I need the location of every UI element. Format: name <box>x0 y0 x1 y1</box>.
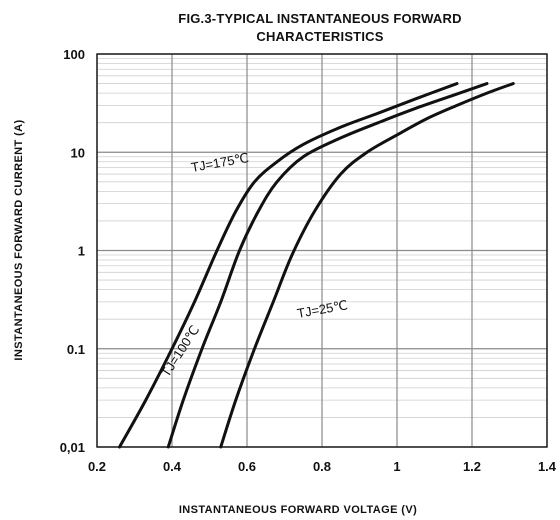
series-layer <box>118 82 515 449</box>
series-line-0 <box>118 82 459 449</box>
chart-subtitle: CHARACTERISTICS <box>256 29 383 44</box>
y-tick-label: 1 <box>78 244 85 259</box>
x-axis-label: INSTANTANEOUS FORWARD VOLTAGE (V) <box>179 504 417 516</box>
x-tick-label: 1.2 <box>463 459 481 474</box>
series-line-1 <box>166 82 489 449</box>
x-tick-label: 0.8 <box>313 459 331 474</box>
y-tick-label: 100 <box>63 47 85 62</box>
x-tick-label: 1 <box>393 459 400 474</box>
x-tick-label: 0.2 <box>88 459 106 474</box>
y-tick-label: 0,01 <box>60 440 85 455</box>
x-tick-label: 0.6 <box>238 459 256 474</box>
x-tick-label: 0.4 <box>163 459 182 474</box>
series-line-2 <box>219 82 515 449</box>
y-tick-label: 0.1 <box>67 342 85 357</box>
y-axis-label: INSTANTANEOUS FORWARD CURRENT (A) <box>13 119 25 360</box>
x-tick-labels: 0.2 0.4 0.6 0.8 1 1.2 1.4 <box>88 459 557 474</box>
plot-border <box>96 53 548 448</box>
chart-title: FIG.3-TYPICAL INSTANTANEOUS FORWARD <box>178 11 461 26</box>
y-tick-labels: 0,01 0.1 1 10 100 <box>60 47 85 455</box>
y-tick-label: 10 <box>71 145 85 160</box>
x-tick-label: 1.4 <box>538 459 557 474</box>
